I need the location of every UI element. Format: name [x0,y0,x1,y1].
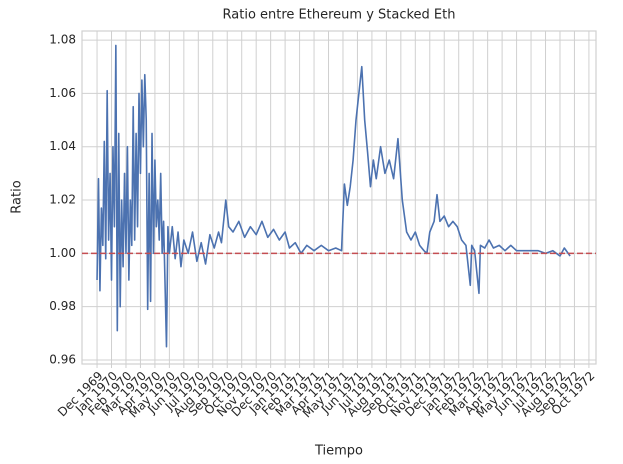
y-tick-label: 1.02 [49,193,76,207]
y-tick-label: 1.04 [49,139,76,153]
y-tick-label: 0.98 [49,299,76,313]
y-tick-label: 1.08 [49,33,76,47]
chart-title: Ratio entre Ethereum y Stacked Eth [223,8,456,23]
y-tick-label: 1.06 [49,86,76,100]
y-tick-label: 0.96 [49,353,76,367]
x-axis-label: Tiempo [314,444,363,459]
data-line [96,44,571,348]
y-axis-label: Ratio [10,180,25,213]
y-tick-label: 1.00 [49,246,76,260]
plot-frame [81,30,597,365]
